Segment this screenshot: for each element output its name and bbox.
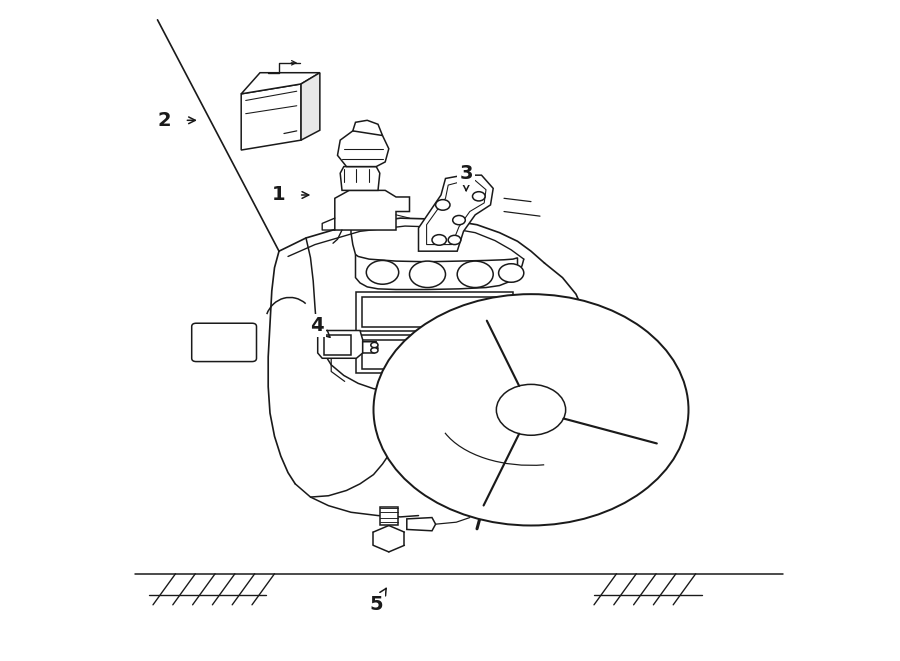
Polygon shape [338, 129, 389, 167]
Circle shape [436, 200, 450, 210]
Circle shape [371, 342, 378, 348]
Circle shape [432, 235, 446, 245]
Text: 3: 3 [459, 164, 473, 182]
Circle shape [366, 260, 399, 284]
Circle shape [457, 261, 493, 288]
Text: 4: 4 [310, 316, 324, 334]
Circle shape [374, 294, 688, 525]
Polygon shape [363, 342, 378, 353]
Circle shape [497, 384, 565, 435]
Polygon shape [241, 84, 301, 150]
Text: 1: 1 [272, 186, 286, 204]
Text: 5: 5 [369, 596, 383, 614]
Polygon shape [241, 73, 320, 94]
Polygon shape [427, 180, 486, 245]
Circle shape [448, 235, 461, 245]
Polygon shape [340, 167, 380, 190]
Polygon shape [418, 175, 493, 251]
Text: 2: 2 [158, 111, 172, 130]
Polygon shape [318, 330, 363, 358]
FancyBboxPatch shape [192, 323, 256, 362]
Polygon shape [301, 73, 320, 140]
Bar [362, 340, 506, 369]
Polygon shape [356, 254, 518, 290]
Bar [362, 297, 506, 327]
Circle shape [453, 215, 465, 225]
Bar [356, 292, 513, 330]
Polygon shape [407, 518, 436, 531]
Circle shape [499, 264, 524, 282]
Bar [324, 335, 351, 355]
Bar [380, 507, 398, 525]
Polygon shape [335, 190, 410, 230]
Polygon shape [353, 120, 382, 136]
Circle shape [371, 348, 378, 353]
Circle shape [410, 261, 446, 288]
Circle shape [472, 192, 485, 201]
Bar [356, 335, 513, 373]
